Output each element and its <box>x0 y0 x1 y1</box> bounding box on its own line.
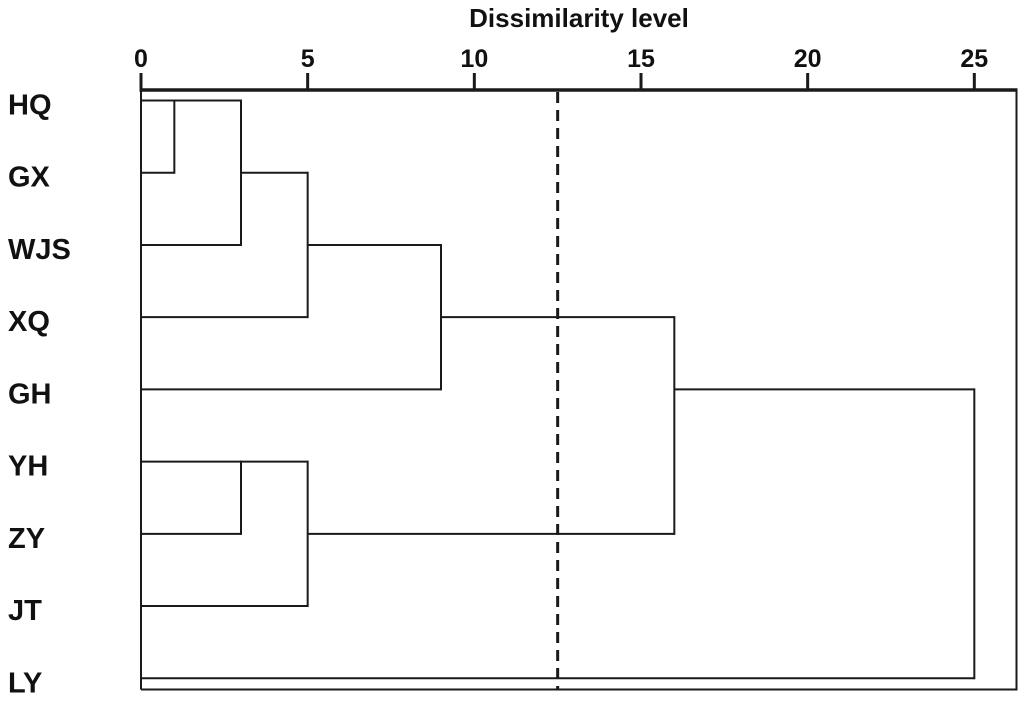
x-tick-label: 10 <box>460 45 488 73</box>
x-tick-label: 20 <box>794 45 822 73</box>
leaf-label: HQ <box>8 90 52 122</box>
leaf-label: YH <box>8 451 48 483</box>
leaf-label: GX <box>8 162 51 194</box>
leaf-label: ZY <box>8 523 45 555</box>
leaf-label: LY <box>8 667 42 699</box>
x-tick-label: 0 <box>134 45 148 73</box>
leaf-label: WJS <box>8 234 71 266</box>
x-tick-label: 25 <box>960 45 988 73</box>
leaf-label: XQ <box>8 306 50 338</box>
leaf-label: GH <box>8 378 52 410</box>
chart-title: Dissimilarity level <box>469 3 689 33</box>
x-tick-label: 5 <box>301 45 315 73</box>
leaf-label: JT <box>8 595 42 627</box>
x-tick-label: 15 <box>627 45 655 73</box>
